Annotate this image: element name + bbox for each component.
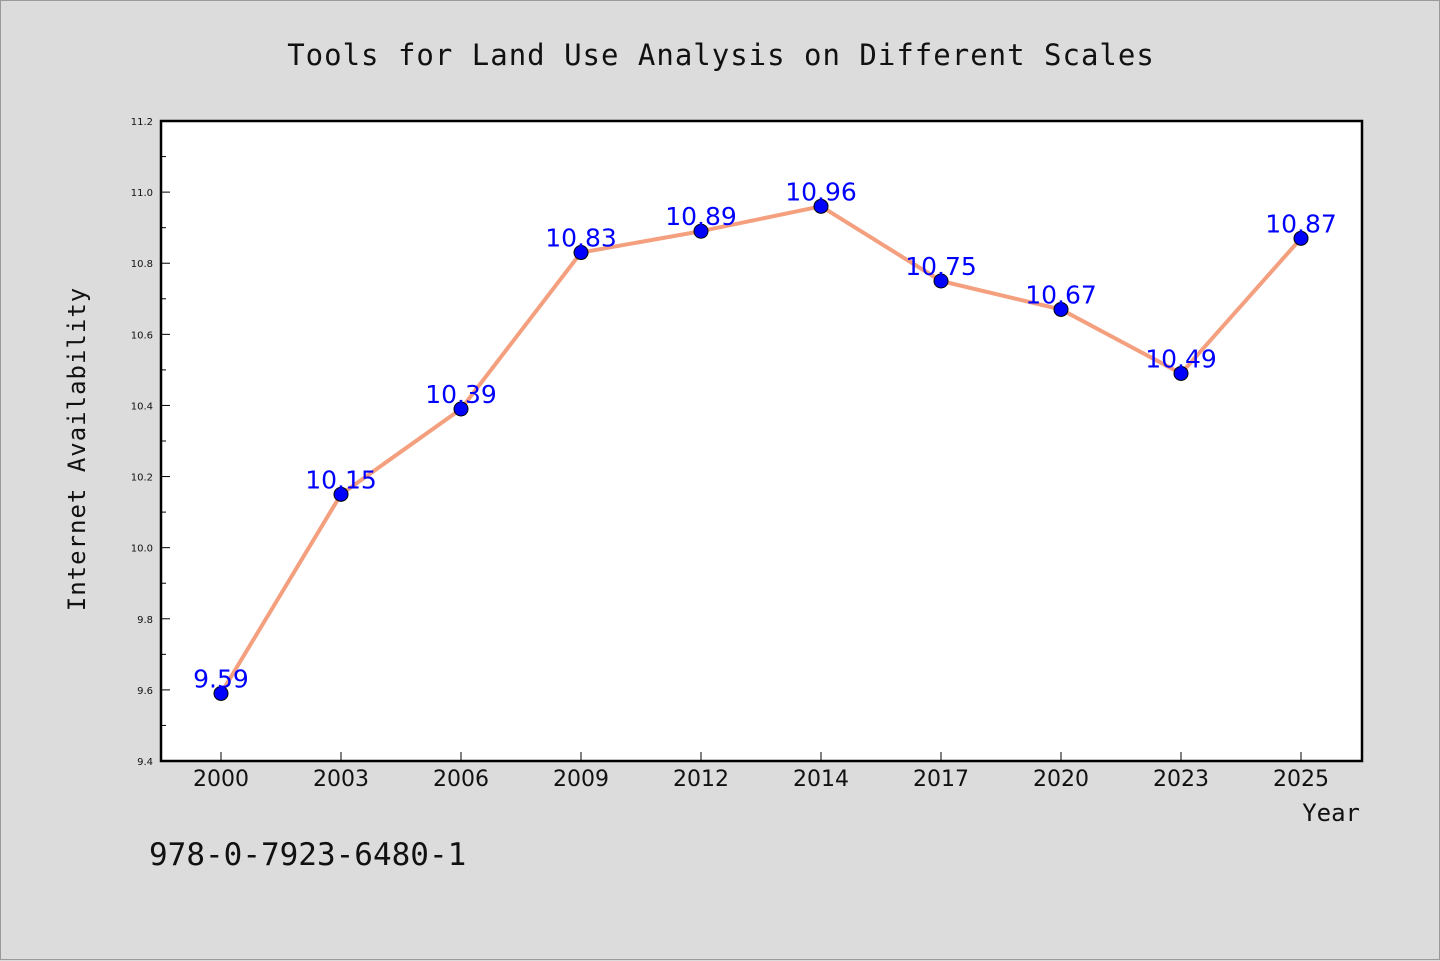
y-tick-label: 11.0	[131, 188, 153, 199]
y-tick-label: 9.6	[137, 686, 153, 697]
data-point	[213, 685, 229, 701]
plot-border	[159, 119, 1364, 763]
data-label: 10.49	[1145, 344, 1217, 373]
x-tick-label: 2009	[553, 767, 609, 792]
data-point	[1173, 365, 1189, 381]
y-tick-label: 10.4	[131, 401, 153, 412]
data-point	[1053, 301, 1069, 317]
data-label: 10.39	[425, 380, 497, 409]
y-tick-label: 10.8	[131, 259, 153, 270]
y-tick-label: 9.4	[137, 757, 153, 768]
data-label: 10.96	[785, 177, 857, 206]
series-polyline	[219, 204, 1303, 696]
data-point	[813, 198, 829, 214]
x-tick-label: 2017	[913, 767, 969, 792]
data-label: 10.83	[545, 224, 617, 253]
data-point	[1293, 230, 1309, 246]
y-tick-label: 11.2	[131, 117, 153, 128]
x-tick-label: 2025	[1273, 767, 1329, 792]
x-tick-label: 2000	[193, 767, 249, 792]
data-label: 10.87	[1265, 209, 1337, 238]
x-axis-label: Year	[1302, 799, 1360, 827]
x-tick-label: 2020	[1033, 767, 1089, 792]
y-tick-label: 10.6	[131, 330, 153, 341]
data-label: 10.67	[1025, 280, 1097, 309]
data-label: 10.75	[905, 252, 977, 281]
x-tick-label: 2014	[793, 767, 849, 792]
data-label: 9.59	[193, 664, 249, 693]
y-tick-label: 10.0	[131, 544, 153, 555]
data-label: 10.15	[305, 465, 377, 494]
x-tick-label: 2023	[1153, 767, 1209, 792]
data-label: 10.89	[665, 202, 737, 231]
x-tick-label: 2012	[673, 767, 729, 792]
y-axis-label: Internet Availability	[63, 287, 91, 611]
data-point	[573, 245, 589, 261]
axes: 9.4 9.6 9.8 10.0 10.2 10.4 10.6 10.8 11.0 11.2 200…	[131, 117, 1329, 792]
isbn-annotation: 978-0-7923-6480-1	[149, 837, 466, 873]
y-tick-label: 9.8	[137, 615, 153, 626]
data-points: 9.59 10.15 10.39 10.83 10.89 10.96 10.75 10.67 1…	[193, 177, 1337, 701]
y-tick-label: 10.2	[131, 473, 153, 484]
x-tick-label: 2006	[433, 767, 489, 792]
data-point	[933, 273, 949, 289]
series-line	[219, 204, 1303, 696]
chart-title: Tools for Land Use Analysis on Different…	[287, 38, 1155, 72]
x-tick-label: 2003	[313, 767, 369, 792]
data-point	[333, 486, 349, 502]
data-point	[693, 223, 709, 239]
data-point	[453, 401, 469, 417]
plot-area	[161, 121, 1362, 761]
